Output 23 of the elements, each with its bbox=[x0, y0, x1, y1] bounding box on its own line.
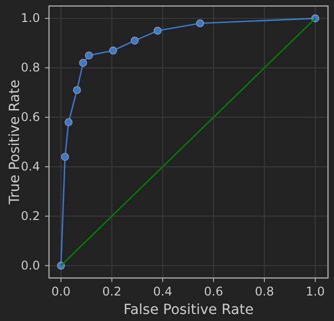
y-axis-title: True Positive Rate bbox=[7, 80, 23, 206]
point bbox=[109, 46, 118, 54]
point bbox=[64, 118, 73, 126]
x-tick-label: 1.0 bbox=[306, 284, 325, 299]
y-tick-label: 0.4 bbox=[20, 160, 40, 174]
point bbox=[196, 19, 204, 28]
point bbox=[84, 51, 93, 60]
y-tick-label: 0.2 bbox=[20, 209, 40, 224]
y-tick-label: 0.6 bbox=[20, 110, 40, 124]
y-tick-label: 0.0 bbox=[20, 258, 40, 272]
point bbox=[79, 58, 88, 67]
point bbox=[73, 86, 81, 94]
point bbox=[154, 26, 162, 35]
x-tick-label: 0.2 bbox=[102, 284, 122, 299]
y-tick-label: 0.8 bbox=[20, 60, 40, 75]
x-tick-label: 0.0 bbox=[51, 284, 70, 299]
x-axis-title: False Positive Rate bbox=[123, 302, 254, 318]
point bbox=[130, 36, 139, 45]
y-tick-label: 1.0 bbox=[20, 11, 40, 26]
point bbox=[61, 152, 69, 161]
x-tick-label: 0.6 bbox=[204, 284, 224, 299]
x-tick-label: 0.8 bbox=[254, 284, 274, 299]
x-tick-label: 0.4 bbox=[153, 284, 172, 299]
